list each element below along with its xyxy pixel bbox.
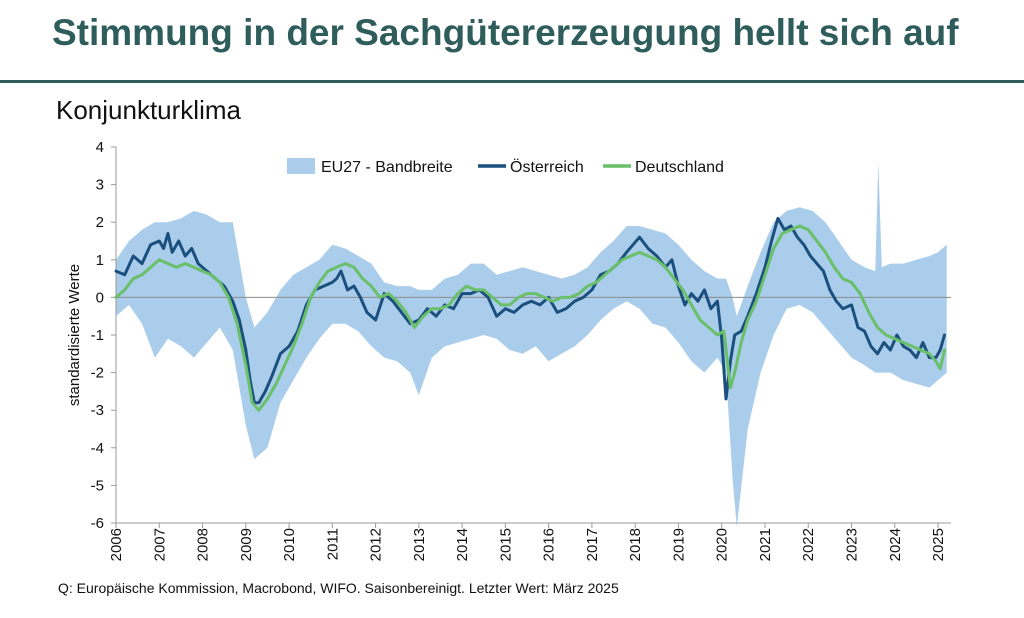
- y-tick-label: -5: [91, 477, 104, 494]
- legend-label-series: Österreich: [510, 158, 584, 176]
- eu27-band: [116, 162, 947, 527]
- x-tick-label: 2013: [411, 528, 428, 561]
- x-tick-label: 2020: [714, 528, 731, 561]
- x-tick-label: 2018: [627, 528, 644, 561]
- y-tick-label: -1: [91, 327, 104, 344]
- x-tick-label: 2012: [368, 528, 385, 561]
- legend-label-eu27: EU27 - Bandbreite: [321, 159, 453, 176]
- source-note: Q: Europäische Kommission, Macrobond, WI…: [58, 580, 619, 596]
- x-tick-label: 2023: [843, 528, 860, 561]
- y-tick-label: 0: [96, 289, 104, 306]
- x-tick-label: 2014: [454, 528, 471, 561]
- y-tick-label: -2: [91, 365, 104, 382]
- y-tick-label: -3: [91, 402, 104, 419]
- x-tick-label: 2008: [195, 528, 212, 561]
- legend-label-series: Deutschland: [635, 159, 724, 176]
- x-tick-label: 2011: [324, 528, 341, 560]
- y-tick-label: 4: [96, 139, 104, 156]
- x-tick-label: 2021: [757, 528, 774, 561]
- y-tick-label: -6: [91, 515, 104, 532]
- x-tick-label: 2025: [930, 528, 947, 561]
- y-tick-label: 2: [96, 214, 104, 231]
- series-line-sterreich: [114, 216, 946, 405]
- page-title: Stimmung in der Sachgütererzeugung hellt…: [52, 12, 959, 53]
- y-tick-label: -4: [91, 440, 104, 457]
- title-divider: [0, 80, 1024, 83]
- x-tick-label: 2016: [541, 528, 558, 561]
- x-tick-label: 2009: [238, 528, 255, 561]
- y-tick-label: 1: [96, 252, 104, 269]
- x-tick-label: 2015: [497, 528, 514, 561]
- x-tick-label: 2007: [151, 528, 168, 561]
- x-tick-label: 2024: [887, 528, 904, 561]
- x-tick-label: 2017: [584, 528, 601, 561]
- x-tick-label: 2019: [670, 528, 687, 561]
- x-tick-label: 2022: [800, 528, 817, 561]
- y-tick-label: 3: [96, 177, 104, 194]
- x-tick-label: 2010: [281, 528, 298, 561]
- y-axis-title: standardisierte Werte: [66, 264, 83, 406]
- series-line-deutschland: [114, 224, 946, 412]
- chart-subtitle: Konjunkturklima: [56, 95, 241, 125]
- legend-swatch-eu27: [287, 158, 315, 174]
- x-tick-label: 2006: [108, 528, 125, 561]
